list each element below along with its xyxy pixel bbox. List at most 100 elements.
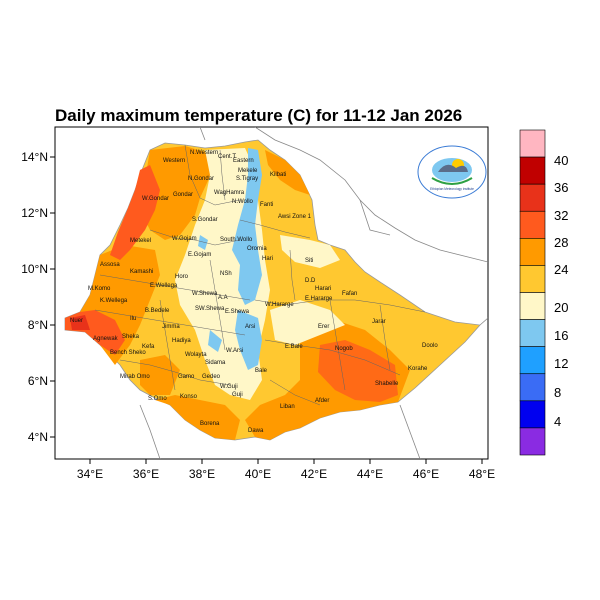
region-label: Bale: [255, 368, 268, 374]
region-label: E.Shewa: [225, 309, 250, 315]
region-label: South Wollo: [220, 237, 253, 243]
colorbar-swatch: [519, 346, 546, 375]
region-label: Wolayta: [185, 352, 207, 358]
colorbar-label: 12: [554, 356, 568, 371]
colorbar-swatch: [519, 319, 546, 347]
colorbar-swatch: [519, 265, 546, 293]
lon-label: 34°E: [77, 467, 103, 481]
colorbar-label: 40: [554, 153, 568, 168]
region-label: K.Wellega: [100, 298, 128, 304]
region-label: Guji: [232, 392, 243, 398]
region-labels: Western N.Western Cent.T Eastern Mekele …: [70, 150, 438, 434]
temp-zone-28-32: [140, 146, 212, 240]
region-label: W.Shewa: [192, 291, 218, 297]
region-label: Ilu: [130, 316, 136, 322]
region-label: SW.Shewa: [195, 306, 225, 312]
colorbar-label: 4: [554, 414, 561, 429]
region-label: A.A: [218, 295, 228, 301]
region-label: Siti: [305, 258, 313, 264]
region-label: Dawa: [248, 428, 264, 434]
region-label: Kilbati: [270, 172, 286, 178]
region-label: Fanti: [260, 202, 273, 208]
temp-zone-28-32: [155, 395, 240, 440]
region-label: N.Western: [190, 150, 218, 156]
region-label: Sheka: [122, 334, 140, 340]
region-label: Jarar: [372, 319, 386, 325]
region-label: NSh: [220, 271, 232, 277]
colorbar-label: 16: [554, 328, 568, 343]
colorbar-label: 32: [554, 208, 568, 223]
temp-zone-20-24: [280, 235, 340, 268]
region-label: WagHamra: [214, 190, 245, 196]
region-label: E.Bale: [285, 344, 303, 350]
temp-zone-28-32: [265, 150, 310, 195]
region-label: Afder: [315, 398, 329, 404]
region-label: Mekele: [238, 168, 258, 174]
colorbar-label: 8: [554, 385, 561, 400]
region-label: E.Hararge: [305, 296, 333, 302]
region-label: Western: [163, 158, 185, 164]
colorbar-swatch: [519, 373, 546, 402]
region-label: Sidama: [205, 360, 226, 366]
region-label: Eastern: [233, 158, 254, 164]
colorbar-swatch: [519, 427, 546, 456]
colorbar-label: 28: [554, 235, 568, 250]
lon-label: 36°E: [133, 467, 159, 481]
border-line: [399, 404, 421, 459]
region-label: Oromia: [247, 246, 267, 252]
temp-zone-20-24: [270, 300, 345, 345]
temp-zone-16-20: [235, 310, 262, 370]
colorbar-swatch: [519, 129, 546, 158]
lon-label: 38°E: [189, 467, 215, 481]
region-label: Arsi: [245, 324, 255, 330]
region-label: Cent.T: [218, 154, 236, 160]
lat-label: 6°N: [28, 374, 48, 388]
lat-label: 4°N: [28, 430, 48, 444]
region-label: W.Gojam: [172, 236, 197, 242]
region-label: Kamashi: [130, 269, 153, 275]
colorbar-swatch: [519, 400, 546, 429]
temp-zone-36-40: [70, 315, 90, 330]
colorbar-label: 20: [554, 300, 568, 315]
border-line: [359, 199, 391, 236]
region-label: Doolo: [422, 343, 438, 349]
map-title: Daily maximum temperature (C) for 11-12 …: [55, 106, 463, 125]
colorbar-swatch: [519, 183, 546, 212]
latitude-axis: 14°N 12°N 10°N 8°N 6°N 4°N: [21, 150, 55, 444]
region-label: Kefa: [142, 344, 155, 350]
colorbar-label: 36: [554, 180, 568, 195]
region-label: Nuer: [70, 318, 83, 324]
region-label: E.Wellega: [150, 283, 178, 289]
lat-label: 8°N: [28, 318, 48, 332]
region-label: W.Gondar: [142, 196, 169, 202]
lon-label: 42°E: [301, 467, 327, 481]
lon-label: 44°E: [357, 467, 383, 481]
region-label: Hari: [262, 256, 273, 262]
institute-logo: Ethiopian Meteorology Institute: [417, 145, 487, 199]
cloud-icon: [438, 164, 468, 172]
admin-boundaries: [94, 144, 426, 406]
region-label: N.Wollo: [232, 199, 254, 205]
region-label: Horo: [175, 274, 189, 280]
region-label: Awsi Zone 1: [278, 214, 312, 220]
region-label: E.Gojam: [188, 252, 211, 258]
lat-label: 14°N: [21, 150, 48, 164]
region-label: Borena: [200, 421, 220, 427]
region-label: Assosa: [100, 262, 120, 268]
region-label: Gedeo: [202, 374, 221, 380]
colorbar-swatch: [519, 156, 546, 185]
region-label: Shabelle: [375, 381, 399, 387]
region-label: B.Bedele: [145, 308, 170, 314]
region-label: W.Arsi: [226, 348, 243, 354]
region-label: Harari: [315, 286, 331, 292]
temp-zone-32-36: [318, 340, 398, 402]
region-label: Jimma: [162, 324, 180, 330]
temp-zone-16-20: [208, 330, 222, 352]
region-label: Konso: [180, 394, 198, 400]
colorbar-label: 24: [554, 262, 568, 277]
region-label: Erer: [318, 324, 329, 330]
longitude-axis: 34°E 36°E 38°E 40°E 42°E 44°E 46°E 48°E: [77, 459, 495, 481]
region-label: Metekel: [130, 238, 151, 244]
temp-zone-16-20: [232, 148, 262, 305]
region-label: Mirab Omo: [120, 374, 150, 380]
